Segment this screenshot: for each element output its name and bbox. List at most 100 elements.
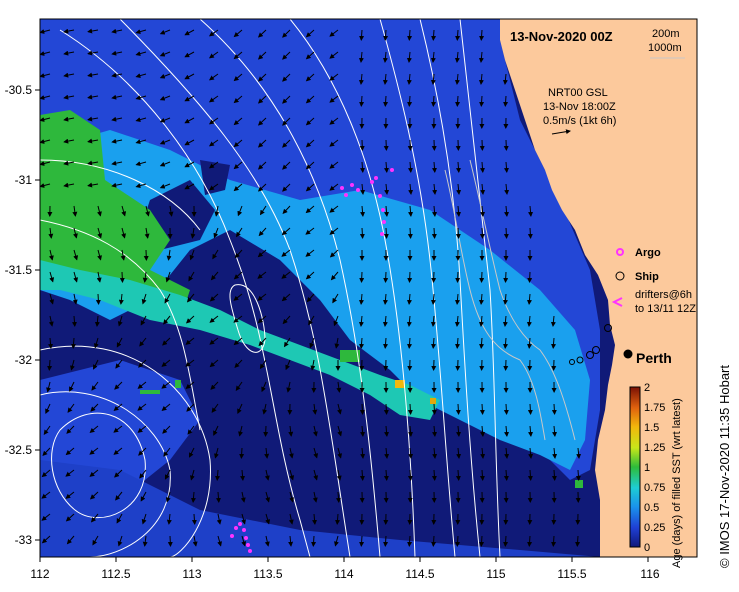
- current-arrow: [89, 425, 99, 434]
- current-arrow: [502, 315, 508, 327]
- current-arrow: [305, 205, 315, 214]
- current-arrow: [164, 469, 171, 480]
- current-arrow: [527, 403, 533, 415]
- current-arrow: [384, 183, 390, 195]
- current-arrow: [135, 183, 147, 189]
- current-arrow: [305, 95, 315, 104]
- current-arrow: [334, 535, 339, 547]
- current-arrow: [40, 29, 51, 34]
- current-arrow: [257, 183, 267, 192]
- current-arrow: [111, 28, 123, 34]
- current-arrow: [313, 469, 319, 481]
- current-arrow: [163, 315, 171, 325]
- current-arrow: [165, 271, 171, 283]
- current-arrow: [71, 315, 77, 327]
- current-arrow: [503, 337, 509, 349]
- current-arrow: [359, 95, 365, 107]
- current-arrow: [65, 491, 75, 499]
- current-arrow: [139, 469, 147, 479]
- current-arrow: [87, 116, 99, 122]
- current-arrow: [407, 535, 413, 547]
- current-arrow: [257, 95, 267, 104]
- current-arrow: [216, 513, 222, 525]
- current-arrow: [41, 491, 51, 499]
- current-arrow: [111, 160, 123, 166]
- current-arrow: [117, 535, 123, 547]
- current-arrow: [329, 51, 339, 59]
- current-arrow: [408, 183, 414, 195]
- current-arrow: [359, 403, 365, 415]
- symbol-legend: Argo Ship drifters@6h to 13/11 12Z: [611, 247, 696, 315]
- current-arrow: [40, 161, 51, 166]
- current-arrow: [305, 29, 315, 38]
- current-arrow: [257, 51, 267, 60]
- current-arrow: [121, 227, 126, 239]
- x-tick: 112: [30, 567, 49, 581]
- current-arrow: [184, 95, 195, 102]
- current-arrow: [161, 359, 171, 367]
- current-arrow: [432, 183, 438, 195]
- current-arrow: [233, 315, 243, 323]
- current-arrow: [528, 425, 534, 437]
- current-arrow: [209, 315, 219, 323]
- current-arrow: [528, 205, 534, 217]
- current-arrow: [455, 337, 461, 349]
- current-arrow: [257, 249, 267, 258]
- current-arrow: [233, 51, 243, 60]
- sst-orange-patch: [395, 380, 405, 388]
- current-arrow: [430, 315, 436, 327]
- current-arrow: [163, 447, 171, 457]
- current-arrow: [97, 249, 102, 261]
- current-arrow: [264, 469, 270, 481]
- current-arrow: [166, 249, 172, 261]
- current-arrow: [407, 95, 413, 107]
- current-arrow: [282, 139, 291, 148]
- current-source: NRT00 GSL: [548, 87, 608, 99]
- current-arrow: [382, 73, 388, 85]
- current-arrow: [111, 138, 123, 144]
- current-arrow: [161, 403, 171, 412]
- current-arrow: [70, 359, 75, 371]
- current-arrow: [213, 425, 219, 436]
- current-arrow: [359, 271, 365, 283]
- x-tick: 114: [334, 567, 353, 581]
- current-arrow: [550, 315, 556, 327]
- current-arrow: [159, 95, 171, 101]
- current-arrow: [135, 73, 147, 79]
- current-arrow: [305, 51, 315, 60]
- current-arrow: [456, 425, 462, 437]
- drifter-legend-label-1: drifters@6h: [635, 289, 692, 301]
- colorbar-tick: 2: [644, 382, 650, 394]
- current-arrow: [282, 95, 291, 104]
- current-arrow: [478, 51, 484, 63]
- current-arrow: [329, 205, 339, 213]
- current-arrow: [432, 447, 438, 459]
- current-arrow: [478, 73, 484, 85]
- current-arrow: [527, 271, 533, 283]
- current-arrow: [208, 73, 219, 81]
- sst-green-dot: [175, 380, 181, 388]
- current-arrow: [305, 227, 315, 235]
- current-arrow: [111, 50, 123, 56]
- current-arrow: [480, 447, 486, 459]
- x-tick: 116: [640, 567, 659, 581]
- current-arrow: [285, 359, 291, 371]
- current-arrow: [48, 227, 54, 239]
- current-arrow: [161, 381, 171, 389]
- current-arrow: [333, 315, 339, 327]
- x-tick: 113.5: [253, 567, 282, 581]
- current-arrow: [382, 315, 388, 327]
- current-arrow: [188, 271, 195, 282]
- current-arrow: [407, 469, 413, 481]
- colorbar-label: Age (days) of filled SST (wrt latest): [671, 398, 683, 568]
- current-arrow: [168, 205, 174, 217]
- current-arrow: [43, 425, 51, 436]
- current-arrow: [237, 205, 243, 217]
- current-arrow: [111, 72, 123, 78]
- current-arrow: [240, 491, 246, 503]
- sst-green-streak: [140, 390, 160, 394]
- current-arrow: [430, 51, 436, 63]
- current-arrow: [185, 315, 195, 324]
- current-arrow: [94, 315, 100, 327]
- current-arrow: [383, 161, 389, 173]
